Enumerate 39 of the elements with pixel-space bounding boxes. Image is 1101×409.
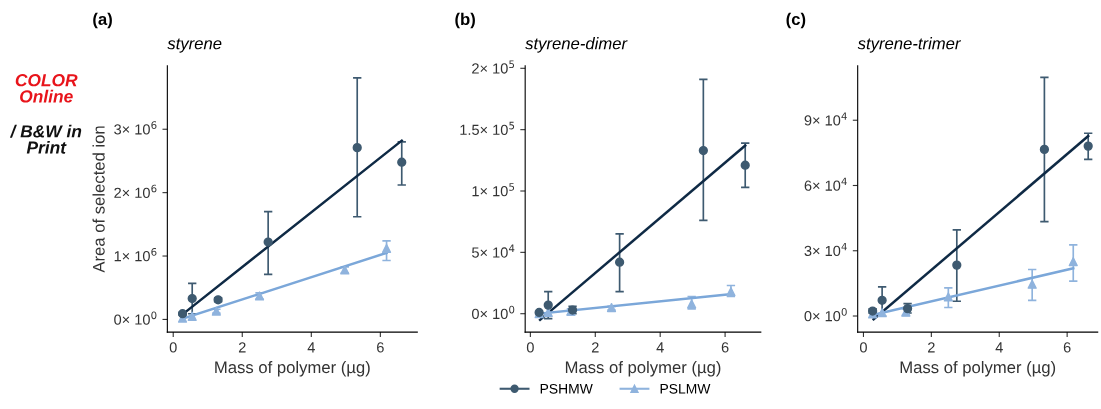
chart-subtitle: styrene-dimer	[525, 37, 628, 53]
y-tick-label: 6× 10$^{4}$	[804, 177, 847, 191]
chart-subtitle: styrene-trimer	[857, 37, 962, 53]
y-tick-label: 2× 10$^{5}$	[472, 60, 515, 74]
x-tick-label: 6	[377, 342, 384, 353]
legend-label: PSHMW	[540, 383, 593, 394]
x-tick-label: 6	[721, 342, 729, 353]
chart-title: (c)	[786, 12, 806, 29]
x-tick-label: 2	[591, 342, 599, 353]
text: / B&W in Print	[9, 124, 82, 154]
y-tick-label: 0× 10$^{0}$	[471, 305, 515, 320]
y-tick-label: 1.5× 10$^{5}$	[460, 121, 515, 135]
y-tick-label: 2× 10$^{6}$	[114, 184, 157, 198]
x-axis-title: Mass of polymer (µg)	[565, 360, 721, 377]
y-tick-label: 3× 10$^{4}$	[804, 242, 847, 257]
x-tick-label: 4	[307, 342, 315, 353]
y-axis-title: Area of selected ion	[92, 126, 105, 273]
chart-title: (a)	[93, 12, 112, 29]
x-tick-label: 0	[169, 342, 177, 353]
x-tick-label: 4	[995, 342, 1003, 353]
x-axis-title: Mass of polymer (µg)	[900, 360, 1056, 377]
x-tick-label: 0	[526, 342, 534, 353]
legend-label: PSLMW	[660, 383, 711, 394]
text: COLOR Online	[15, 74, 78, 103]
y-tick-label: 5× 10$^{4}$	[472, 244, 515, 258]
y-tick-label: 0× 10$^{0}$	[114, 311, 157, 325]
y-tick-label: 9× 10$^{4}$	[804, 112, 847, 126]
x-tick-label: 4	[656, 342, 664, 353]
x-axis-title: Mass of polymer (µg)	[215, 360, 370, 377]
y-tick-label: 0× 10$^{0}$	[804, 308, 847, 322]
x-tick-label: 2	[238, 342, 246, 353]
y-tick-label: 1× 10$^{5}$	[472, 183, 515, 197]
chart-title: (b)	[455, 12, 475, 29]
x-tick-label: 0	[859, 342, 867, 353]
y-tick-label: 1× 10$^{6}$	[114, 248, 157, 262]
x-tick-label: 2	[928, 342, 935, 353]
x-tick-label: 6	[1063, 342, 1071, 353]
y-tick-label: 3× 10$^{6}$	[114, 121, 157, 135]
chart-subtitle: styrene	[167, 38, 222, 53]
